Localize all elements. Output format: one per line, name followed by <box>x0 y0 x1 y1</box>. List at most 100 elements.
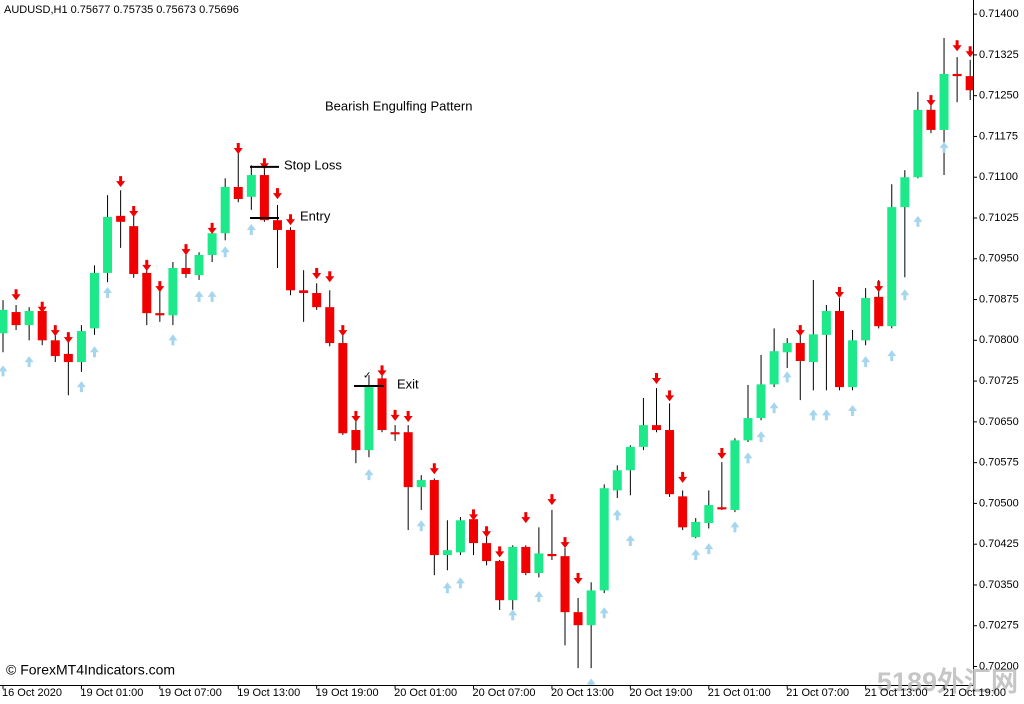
signal-arrow <box>730 521 740 533</box>
x-tick-label: 21 Oct 19:00 <box>943 687 1006 699</box>
y-tick-label: 0.70350 <box>979 579 1019 591</box>
bull-body <box>364 387 374 451</box>
bear-body <box>390 432 400 435</box>
signal-arrow <box>455 577 465 589</box>
bear-body <box>377 378 387 431</box>
signal-arrow <box>573 573 583 585</box>
y-tick-label: 0.70950 <box>979 253 1019 265</box>
y-tick-label: 0.71175 <box>979 130 1018 142</box>
y-tick-label: 0.71325 <box>979 49 1019 61</box>
bear-body <box>482 543 492 562</box>
bear-body <box>272 220 282 230</box>
signal-arrow <box>351 411 361 422</box>
x-tick-label: 19 Oct 13:00 <box>237 687 300 699</box>
bear-body <box>495 561 505 601</box>
bull-body <box>76 331 86 363</box>
bull-body <box>246 175 256 197</box>
signal-arrow <box>939 141 949 153</box>
bull-body <box>625 446 635 471</box>
bear-body <box>299 290 309 294</box>
bull-body <box>220 187 230 234</box>
signal-arrow <box>769 402 779 414</box>
y-tick-label: 0.70275 <box>979 620 1019 632</box>
signal-arrow <box>495 546 505 558</box>
level-label: Entry <box>300 208 331 223</box>
signal-arrow <box>586 678 596 685</box>
y-tick-label: 0.71100 <box>979 171 1018 183</box>
signal-arrow <box>259 158 269 170</box>
signal-arrow <box>377 365 387 377</box>
bear-body <box>678 496 688 528</box>
x-tick-label: 21 Oct 07:00 <box>786 687 849 699</box>
y-tick-label: 0.70800 <box>979 334 1019 346</box>
bear-body <box>129 226 139 274</box>
x-tick-label: 19 Oct 07:00 <box>159 687 222 699</box>
signal-arrow <box>286 214 296 226</box>
bull-body <box>455 520 465 553</box>
bear-body <box>37 310 47 341</box>
signal-arrow <box>874 281 884 293</box>
bull-body <box>24 310 34 326</box>
signal-arrow <box>233 142 243 154</box>
signal-arrow <box>743 452 753 464</box>
bull-body <box>194 254 204 276</box>
signal-arrow <box>11 289 21 301</box>
signal-arrow <box>926 95 936 107</box>
signal-arrow <box>246 223 256 235</box>
signal-arrow <box>442 582 452 594</box>
signal-arrow <box>76 381 86 393</box>
signal-arrow <box>534 590 544 602</box>
bear-body <box>521 546 531 574</box>
signal-arrow <box>220 246 230 258</box>
x-tick-label: 20 Oct 07:00 <box>473 687 536 699</box>
bear-body <box>652 425 661 431</box>
bull-body <box>900 177 910 208</box>
bear-body <box>155 313 165 316</box>
bear-body <box>952 73 962 77</box>
bear-body <box>560 556 570 613</box>
signal-arrow <box>717 447 727 459</box>
signal-arrow <box>848 405 858 417</box>
signal-arrow <box>482 526 492 538</box>
level-label: Exit <box>397 376 419 391</box>
signal-arrow <box>142 259 152 271</box>
signal-arrow <box>782 371 792 383</box>
level-label: Stop Loss <box>284 157 342 172</box>
x-tick-label: 20 Oct 19:00 <box>629 687 692 699</box>
bear-body <box>142 272 152 314</box>
bear-body <box>338 343 348 434</box>
bull-body <box>730 440 740 510</box>
bull-body <box>861 297 871 341</box>
bull-body <box>103 216 113 273</box>
bull-body <box>168 268 178 316</box>
signal-arrow <box>861 356 871 368</box>
bull-body <box>743 418 753 441</box>
chart-title: AUDUSD,H1 0.75677 0.75735 0.75673 0.7569… <box>4 4 239 16</box>
x-tick-label: 16 Oct 2020 <box>2 687 62 699</box>
plot-area <box>0 38 973 685</box>
y-tick-label: 0.71400 <box>979 8 1019 20</box>
bull-body <box>808 334 818 363</box>
signal-arrow <box>325 271 335 283</box>
signal-arrow <box>834 287 844 299</box>
annotation: Bearish Engulfing Pattern <box>325 98 472 113</box>
y-tick-label: 0.70200 <box>979 660 1019 672</box>
y-tick-label: 0.70575 <box>979 457 1019 469</box>
bull-body <box>89 272 99 329</box>
bear-body <box>469 519 479 544</box>
signal-arrow <box>952 40 962 52</box>
signal-arrow <box>756 431 766 443</box>
signal-arrow <box>155 281 165 293</box>
signal-arrow <box>129 206 139 218</box>
bull-body <box>416 480 426 488</box>
bull-body <box>442 550 452 556</box>
signal-arrow <box>116 176 126 188</box>
bull-body <box>769 351 779 385</box>
signal-arrow <box>416 520 426 532</box>
x-tick-label: 20 Oct 01:00 <box>394 687 457 699</box>
y-tick-label: 0.70650 <box>979 416 1019 428</box>
signal-arrow <box>272 188 282 200</box>
bull-body <box>638 425 648 447</box>
x-tick-label: 19 Oct 01:00 <box>80 687 143 699</box>
